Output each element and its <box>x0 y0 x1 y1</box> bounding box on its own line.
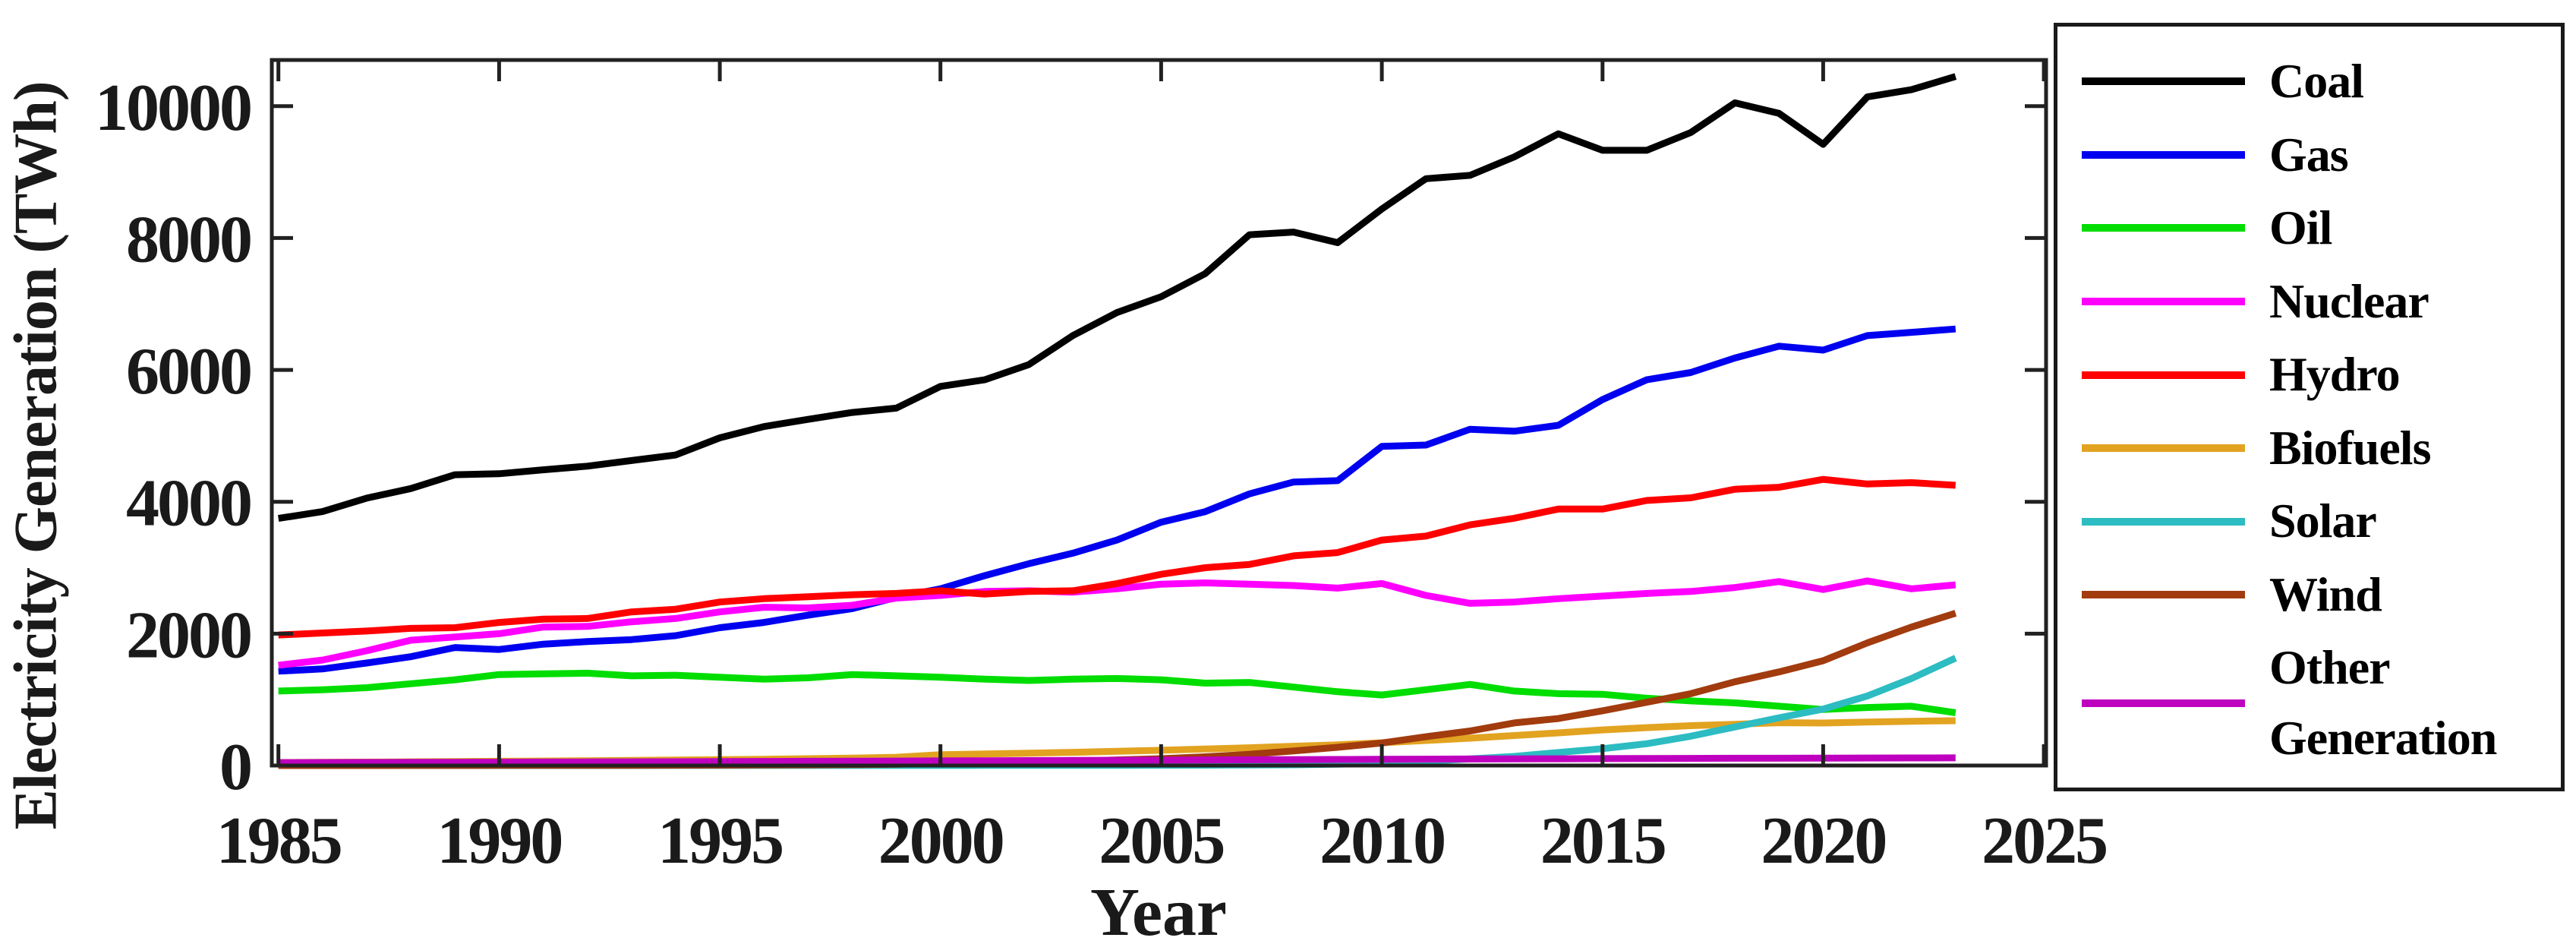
biofuels-legend-swatch <box>2082 444 2245 453</box>
y-tick-label: 10000 <box>95 71 251 145</box>
coal-series-line <box>278 73 1957 523</box>
legend-label-hydro: Hydro <box>2269 347 2401 402</box>
legend-item-nuclear: Nuclear <box>2082 267 2553 337</box>
y-tick-label: 4000 <box>126 467 251 541</box>
wind-legend-swatch <box>2082 591 2245 599</box>
coal-legend-swatch <box>2082 77 2245 86</box>
x-tick-label: 1995 <box>657 804 782 878</box>
legend-label-coal: Coal <box>2269 54 2364 108</box>
x-tick-label: 2000 <box>878 804 1003 878</box>
y-tick-label: 2000 <box>126 598 251 672</box>
plot-border <box>270 58 2048 768</box>
legend-box: Coal Gas Oil Nuclear Hydro Biofuels Solar Wind O… <box>2054 23 2565 791</box>
nuclear-legend-swatch <box>2082 298 2245 306</box>
legend-item-gas: Gas <box>2082 120 2553 191</box>
legend-item-coal: Coal <box>2082 46 2553 117</box>
legend-item-other-generation: Other Generation <box>2082 633 2553 774</box>
x-tick-label: 1985 <box>216 804 341 878</box>
x-tick-label: 2025 <box>1982 804 2106 878</box>
legend-item-biofuels: Biofuels <box>2082 413 2553 484</box>
wind-series-line <box>278 610 1957 769</box>
legend-item-hydro: Hydro <box>2082 339 2553 410</box>
legend-label-gas: Gas <box>2269 127 2349 182</box>
x-tick-label: 2005 <box>1099 804 1223 878</box>
y-tick-label: 0 <box>219 731 251 804</box>
oil-legend-swatch <box>2082 224 2245 232</box>
x-tick-label: 1990 <box>437 804 561 878</box>
other-generation-series-line <box>278 754 1956 766</box>
legend-label-wind: Wind <box>2269 567 2382 621</box>
gas-legend-swatch <box>2082 150 2245 159</box>
legend-label-solar: Solar <box>2269 494 2377 548</box>
legend-label-other-generation: Other Generation <box>2269 640 2497 766</box>
legend-item-solar: Solar <box>2082 486 2553 557</box>
x-tick-label: 2015 <box>1540 804 1665 878</box>
solar-legend-swatch <box>2082 517 2245 526</box>
legend-label-oil: Oil <box>2269 200 2332 255</box>
y-tick-label: 6000 <box>126 335 251 409</box>
hydro-series-line <box>278 475 1956 639</box>
x-axis-title: Year <box>1090 875 1227 944</box>
y-axis-title: Electricity Generation (TWh) <box>2 81 70 830</box>
x-tick-label: 2010 <box>1320 804 1444 878</box>
legend-label-nuclear: Nuclear <box>2269 273 2429 328</box>
x-tick-label: 2020 <box>1761 804 1885 878</box>
other-generation-legend-swatch <box>2082 699 2245 708</box>
nuclear-series-line <box>278 577 1956 669</box>
legend-label-biofuels: Biofuels <box>2269 420 2431 475</box>
y-tick-label: 8000 <box>126 203 251 276</box>
hydro-legend-swatch <box>2082 371 2245 379</box>
legend-item-wind: Wind <box>2082 560 2553 630</box>
legend-item-oil: Oil <box>2082 193 2553 264</box>
gas-series-line <box>278 325 1956 675</box>
